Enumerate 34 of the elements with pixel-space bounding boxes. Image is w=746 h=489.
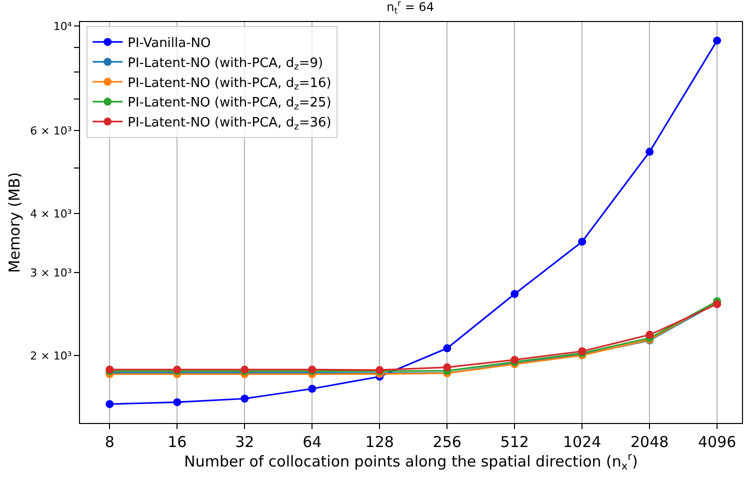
- point: [443, 344, 452, 352]
- x-tick-label: 4096: [698, 433, 736, 451]
- y-tick-label: 10⁴: [53, 20, 72, 33]
- x-tick-label: 2048: [630, 433, 669, 451]
- point: [173, 398, 182, 406]
- point: [240, 394, 249, 403]
- chart-title: n$_{t}$$^{r}$ = 64: [386, 0, 434, 16]
- point: [308, 384, 316, 393]
- point: [713, 36, 722, 45]
- legend-label: PI-Vanilla-NO: [128, 36, 211, 52]
- y-tick-label: 3 × 10³: [30, 266, 72, 280]
- y-axis-title: Memory (MB): [5, 172, 24, 273]
- legend-label: PI-Latent-NO (with-PCA, d$_{z}$=16): [128, 76, 332, 93]
- x-tick-label: 64: [302, 433, 322, 451]
- y-tick-label: 4 × 10³: [30, 208, 72, 221]
- x-tick-label: 16: [168, 433, 187, 451]
- point: [578, 238, 586, 246]
- y-tick-label: 2 × 10³: [30, 350, 72, 363]
- point: [443, 363, 452, 372]
- point: [106, 400, 114, 408]
- y-tick-label: 6 × 10³: [30, 124, 72, 138]
- x-tick-label: 1024: [563, 433, 602, 451]
- legend-label: PI-Latent-NO (with-PCA, d$_{z}$=25): [128, 96, 332, 112]
- x-axis-title: Number of collocation points along the spatial direction (n$_{x}$$^{r}$): [184, 451, 638, 472]
- x-tick-label: 256: [432, 433, 462, 451]
- legend-label: PI-Latent-NO (with-PCA, d$_{z}$=9): [128, 56, 324, 73]
- legend-label: PI-Latent-NO (with-PCA, d$_{z}$=36): [128, 116, 332, 132]
- x-tick-label: 128: [365, 433, 394, 451]
- point: [646, 330, 654, 339]
- point: [510, 290, 519, 298]
- point: [646, 148, 654, 156]
- x-tick-label: 512: [500, 433, 529, 451]
- x-tick-label: 8: [104, 433, 114, 451]
- x-tick-label: 32: [235, 433, 254, 451]
